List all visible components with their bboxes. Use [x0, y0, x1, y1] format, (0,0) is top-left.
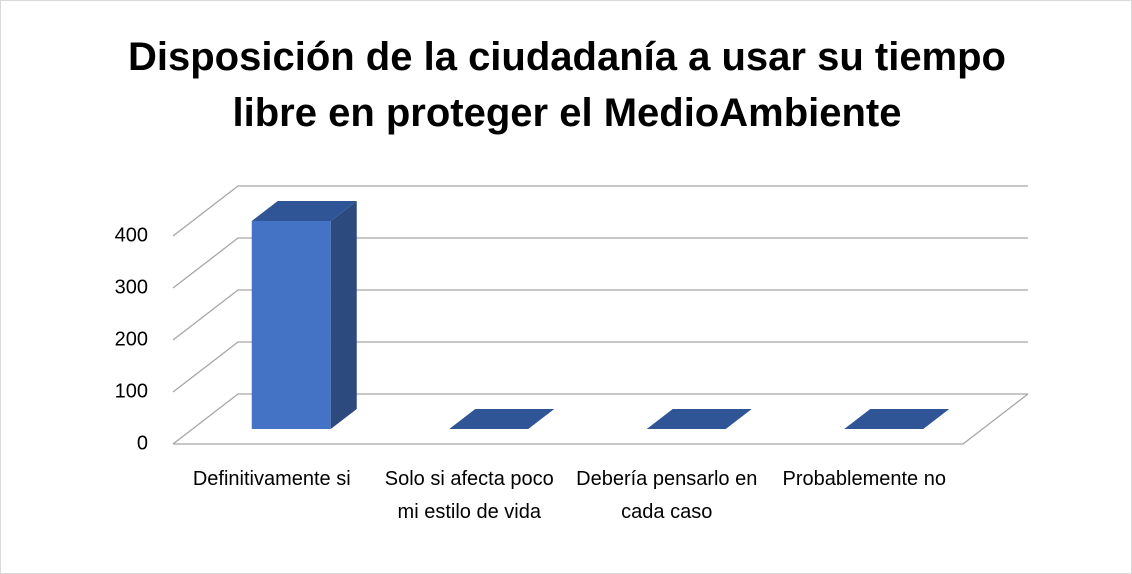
bar-top — [646, 409, 752, 429]
bar-side — [330, 201, 357, 429]
bar-front — [251, 221, 331, 429]
x-tick-label: Solo si afecta poco mi estilo de vida — [384, 468, 554, 523]
chart-title: Disposición de la ciudadanía a usar su t… — [127, 35, 1006, 135]
x-tick-label: Definitivamente si — [192, 468, 351, 490]
y-tick-label: 100 — [115, 380, 148, 402]
grid-line — [172, 237, 1028, 289]
floor — [173, 393, 1029, 445]
y-tick-label: 300 — [115, 276, 148, 298]
grid-line — [172, 341, 1028, 393]
bar-top — [251, 201, 357, 221]
bar-top — [844, 409, 950, 429]
y-tick-label: 0 — [137, 432, 148, 454]
y-tick-label: 400 — [115, 224, 148, 246]
bar-top — [449, 409, 555, 429]
grid-line — [172, 289, 1028, 341]
grid-line — [172, 393, 1028, 445]
y-tick-label: 200 — [115, 328, 148, 350]
x-tick-label: Probablemente no — [782, 468, 946, 490]
x-tick-label: Debería pensarlo en cada caso — [576, 468, 758, 523]
grid-line — [172, 185, 1028, 237]
